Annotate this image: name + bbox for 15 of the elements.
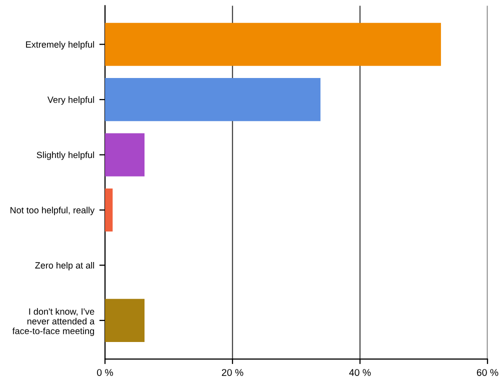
y-tick-label: Slightly helpful	[36, 152, 94, 160]
y-tick-label: I don't know, I've never attended a face-to-face meeting	[12, 308, 95, 336]
x-tick-label: 20 %	[222, 369, 244, 376]
y-tick-label: Extremely helpful	[26, 41, 94, 50]
bar	[105, 188, 113, 232]
bar	[105, 133, 145, 176]
x-tick-label: 60 %	[476, 369, 498, 376]
y-tick-label: Zero help at all	[35, 262, 94, 270]
bar	[105, 22, 441, 66]
y-tick-label: Very helpful	[47, 96, 94, 105]
bar	[105, 298, 145, 342]
x-tick-label: 0 %	[97, 369, 114, 376]
y-tick-label: Not too helpful, really	[10, 206, 95, 216]
x-tick-label: 40 %	[349, 369, 371, 376]
bar	[105, 78, 320, 122]
